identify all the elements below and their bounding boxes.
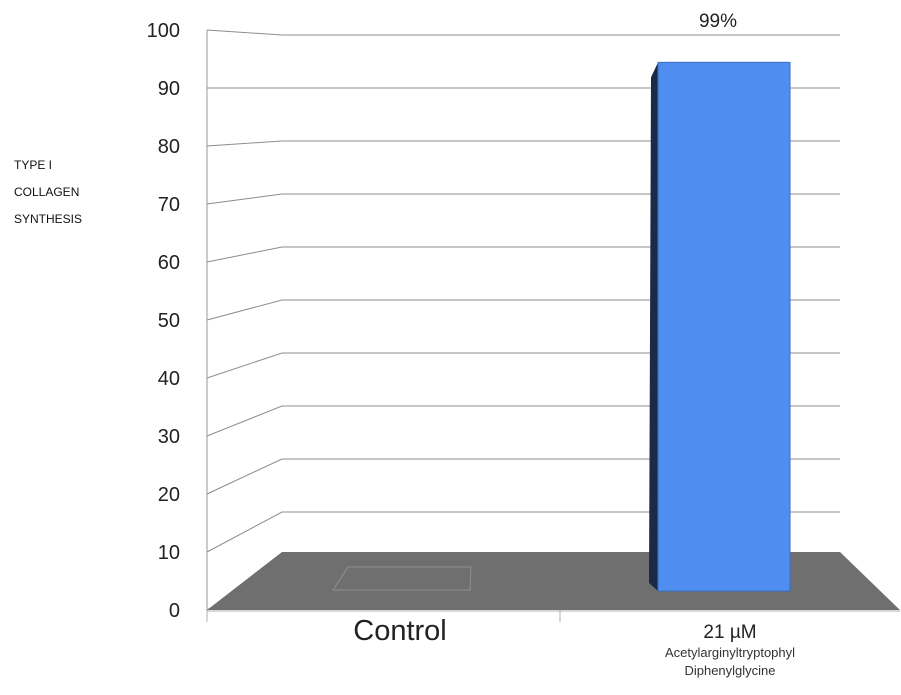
y-tick-label-40: 40 — [158, 368, 180, 390]
category-sublabel-treatment: Acetylarginyltryptophyl Diphenylglycine — [605, 644, 855, 680]
y-tick-labels: 0 10 20 30 40 50 60 70 80 90 100 — [147, 20, 180, 622]
y-tick-label-60: 60 — [158, 252, 180, 274]
category-label-control-text: Control — [353, 615, 447, 647]
y-axis-label-line-1: TYPE I — [14, 158, 53, 172]
y-axis-label: TYPE I COLLAGEN SYNTHESIS — [14, 152, 82, 233]
category-label-treatment: 21 µM Acetylarginyltryptophyl Diphenylgly… — [605, 622, 855, 680]
bars — [332, 61, 791, 592]
y-tick-label-80: 80 — [158, 136, 180, 158]
gridline-100 — [206, 29, 840, 36]
bar-control — [332, 566, 472, 591]
y-tick-label-100: 100 — [147, 20, 180, 42]
y-tick-label-50: 50 — [158, 310, 180, 332]
y-tick-label-20: 20 — [158, 484, 180, 506]
bar-side-face — [649, 62, 658, 591]
y-tick-label-70: 70 — [158, 194, 180, 216]
y-tick-label-90: 90 — [158, 78, 180, 100]
category-label-treatment-text: 21 µM — [703, 622, 757, 643]
y-axis-label-line-2: COLLAGEN — [14, 185, 80, 199]
floor-plane — [207, 552, 900, 610]
category-sublabel-line-1: Acetylarginyltryptophyl — [664, 645, 796, 660]
y-tick-label-10: 10 — [158, 542, 180, 564]
data-labels: 99% — [699, 11, 737, 32]
y-axis-label-line-3: SYNTHESIS — [14, 212, 83, 226]
floor — [206, 552, 900, 622]
y-tick-label-0: 0 — [169, 600, 180, 622]
data-label-treatment: 99% — [699, 11, 737, 32]
category-sublabel-line-2: Diphenylglycine — [684, 663, 776, 678]
y-tick-label-30: 30 — [158, 426, 180, 448]
bar-front-face — [657, 61, 791, 592]
category-label-control: Control — [300, 615, 500, 648]
